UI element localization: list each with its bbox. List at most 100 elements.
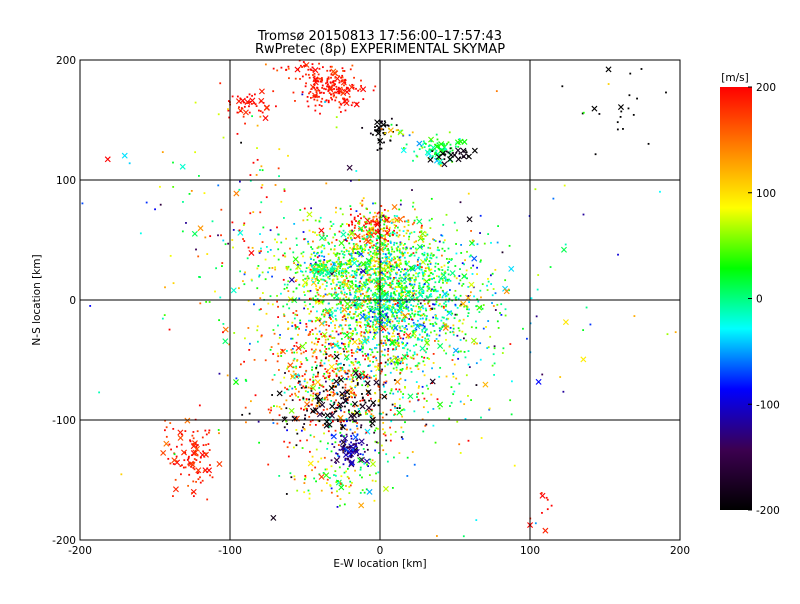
scatter-point — [382, 229, 385, 232]
scatter-point — [251, 115, 253, 118]
scatter-point — [422, 307, 425, 310]
scatter-point — [377, 383, 380, 386]
scatter-point — [191, 434, 194, 437]
scatter-point — [386, 308, 388, 310]
scatter-point — [437, 263, 440, 265]
scatter-point — [276, 352, 279, 355]
scatter-point — [315, 90, 318, 92]
scatter-point — [407, 219, 410, 222]
scatter-point — [374, 286, 376, 288]
scatter-point — [475, 384, 478, 386]
scatter-point — [336, 252, 339, 255]
scatter-point — [283, 376, 286, 379]
scatter-point — [249, 212, 252, 215]
scatter-point — [390, 259, 393, 262]
scatter-point — [357, 215, 359, 217]
scatter-point — [383, 283, 386, 285]
scatter-point — [314, 466, 317, 469]
scatter-point — [427, 338, 430, 341]
scatter-cross — [344, 89, 350, 95]
scatter-point — [418, 306, 420, 308]
scatter-point — [323, 87, 325, 90]
scatter-point — [243, 105, 246, 108]
scatter-point — [386, 324, 389, 327]
scatter-point — [314, 254, 317, 257]
scatter-point — [345, 240, 348, 242]
scatter-cross — [171, 457, 178, 464]
scatter-point — [401, 409, 404, 411]
scatter-point — [347, 287, 350, 289]
scatter-point — [327, 311, 330, 314]
scatter-point — [361, 204, 364, 207]
scatter-point — [350, 316, 352, 319]
scatter-cross — [177, 434, 184, 441]
scatter-point — [341, 281, 344, 284]
scatter-point — [479, 259, 482, 262]
scatter-point — [335, 255, 337, 257]
scatter-point — [406, 328, 409, 331]
scatter-point — [422, 274, 425, 277]
scatter-point — [358, 219, 361, 222]
scatter-point — [329, 308, 332, 311]
scatter-point — [401, 396, 404, 399]
scatter-point — [390, 265, 392, 268]
scatter-point — [406, 307, 409, 310]
scatter-point — [349, 419, 352, 422]
scatter-point — [355, 87, 357, 90]
scatter-point — [415, 296, 418, 299]
scatter-point — [408, 279, 411, 281]
scatter-point — [444, 323, 447, 326]
scatter-point — [304, 390, 307, 393]
scatter-point — [260, 250, 262, 253]
scatter-point — [294, 385, 296, 388]
scatter-point — [386, 276, 389, 278]
scatter-point — [350, 317, 353, 320]
scatter-point — [353, 227, 356, 229]
scatter-point — [447, 273, 450, 276]
scatter-point — [411, 334, 414, 337]
scatter-point — [358, 321, 361, 323]
scatter-point — [473, 342, 476, 345]
scatter-point — [436, 317, 439, 320]
scatter-point — [378, 119, 381, 122]
scatter-point — [387, 284, 390, 286]
scatter-point — [358, 342, 361, 345]
scatter-point — [161, 317, 164, 320]
scatter-point — [432, 424, 435, 427]
scatter-point — [381, 235, 384, 237]
scatter-point — [238, 287, 240, 290]
scatter-point — [256, 124, 259, 127]
scatter-point — [467, 363, 470, 366]
scatter-point — [375, 427, 378, 430]
scatter-point — [352, 86, 355, 89]
scatter-point — [429, 307, 432, 310]
scatter-point — [479, 289, 482, 292]
scatter-point — [354, 248, 356, 250]
scatter-point — [310, 387, 313, 390]
scatter-point — [423, 327, 426, 330]
scatter-point — [340, 375, 343, 377]
scatter-point — [433, 303, 436, 306]
scatter-point — [344, 371, 347, 374]
scatter-point — [447, 247, 450, 250]
scatter-point — [405, 300, 408, 303]
scatter-point — [375, 298, 378, 301]
scatter-point — [305, 350, 307, 352]
scatter-point — [410, 336, 412, 339]
scatter-point — [396, 286, 398, 288]
scatter-point — [325, 264, 328, 266]
scatter-point — [487, 233, 490, 235]
scatter-point — [330, 313, 333, 316]
scatter-point — [282, 254, 285, 257]
scatter-point — [435, 314, 437, 317]
scatter-point — [364, 316, 367, 319]
scatter-point — [319, 259, 322, 262]
scatter-point — [387, 331, 389, 334]
scatter-point — [319, 260, 322, 263]
scatter-point — [371, 240, 374, 243]
scatter-point — [325, 388, 328, 391]
scatter-point — [365, 266, 368, 268]
scatter-point — [330, 93, 332, 96]
scatter-point — [424, 303, 426, 305]
scatter-point — [445, 257, 448, 260]
